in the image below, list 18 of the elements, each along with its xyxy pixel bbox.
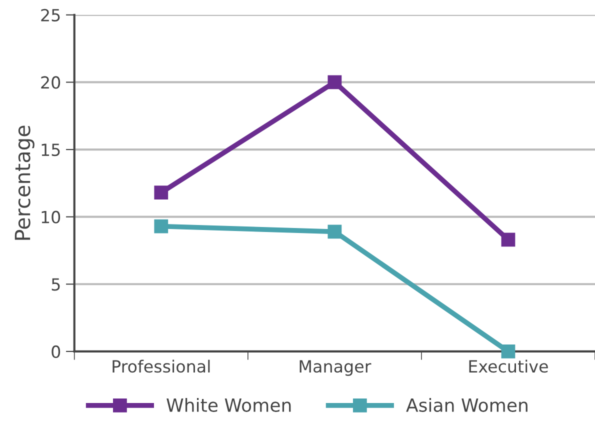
y-axis-title: Percentage xyxy=(14,126,34,240)
y-tick-label: 0 xyxy=(52,345,60,358)
y-tick-label: 15 xyxy=(42,144,60,156)
point xyxy=(328,224,342,239)
legend-label: Asian Women xyxy=(406,398,528,412)
point xyxy=(154,219,168,234)
point xyxy=(501,232,516,247)
x-tick-label: Manager xyxy=(300,360,372,376)
point xyxy=(328,75,342,90)
y-tick-label: 5 xyxy=(52,278,60,291)
legend-label: White Women xyxy=(166,398,291,412)
y-tick-label: 10 xyxy=(42,210,60,224)
point xyxy=(501,344,516,358)
x-tick-label: Professional xyxy=(112,360,210,373)
y-tick-label: 25 xyxy=(41,8,60,22)
y-tick-label: 20 xyxy=(41,76,60,89)
x-tick-label: Executive xyxy=(469,360,548,373)
point xyxy=(154,186,168,200)
